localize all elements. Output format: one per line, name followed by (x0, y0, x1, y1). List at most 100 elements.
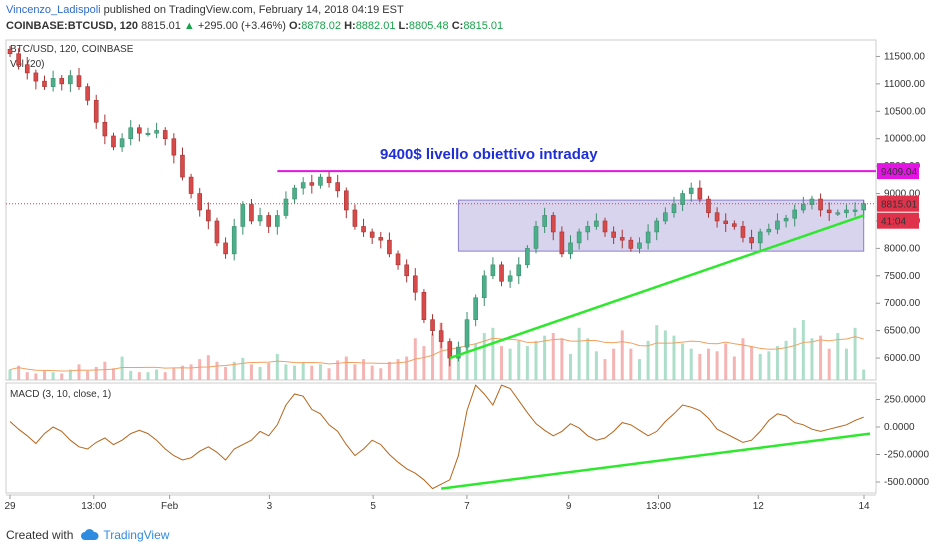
close-value: 8815.01 (463, 20, 504, 32)
volume-bar (318, 364, 322, 380)
candle (369, 228, 375, 244)
close-label: C: (451, 20, 464, 32)
candle (387, 232, 392, 258)
candle (852, 202, 858, 217)
candle-body (697, 187, 703, 200)
candle-body (369, 231, 375, 238)
candle (749, 229, 754, 250)
candle (826, 202, 832, 221)
candle (611, 226, 616, 244)
author-link[interactable]: Vincenzo_Ladispoli (6, 4, 101, 16)
candle-body (619, 237, 625, 241)
candle-body (835, 212, 841, 215)
price-tick-label: 6000.00 (884, 353, 921, 364)
candle (490, 257, 496, 280)
consolidation-range-box (457, 199, 865, 252)
candle (412, 268, 418, 301)
candle (223, 237, 228, 259)
tradingview-brand: TradingView (103, 528, 170, 542)
candle-body (775, 220, 780, 230)
candle (214, 217, 220, 247)
candle-body (438, 330, 444, 342)
volume-bar (569, 353, 573, 380)
candle-body (223, 242, 228, 255)
symbol-label: COINBASE:BTCUSD, 120 (6, 20, 139, 32)
candle-body (671, 204, 677, 214)
candle (594, 213, 599, 230)
candle (249, 199, 254, 225)
change-up-icon: ▲ (183, 20, 195, 32)
x-tick-label: 12 (753, 501, 765, 512)
price-tick-label: 11500.00 (884, 51, 925, 62)
candle (76, 67, 82, 90)
candle-body (680, 193, 685, 205)
candle (240, 201, 246, 235)
volume-bar (155, 369, 159, 380)
volume-ma-line (9, 336, 864, 372)
macd-line (9, 384, 864, 490)
last-price-tag-bg (877, 195, 919, 212)
macd-tick-label: 250.0000 (884, 395, 926, 406)
candle-body (16, 53, 21, 65)
volume-bar (396, 359, 400, 380)
last-price: 8815.01 (141, 20, 181, 32)
volume-bar (241, 357, 245, 380)
candle (50, 70, 56, 92)
volume-bar (844, 348, 848, 380)
candle-body (844, 209, 849, 214)
candle-body (447, 341, 453, 359)
volume-bar (482, 333, 486, 380)
candle (59, 75, 65, 91)
candle-body (550, 215, 556, 233)
volume-bar (86, 370, 90, 380)
volume-bar (465, 346, 469, 380)
candle-body (162, 130, 168, 140)
last-price-tag: 8815.01 (881, 200, 918, 211)
volume-bar (689, 348, 693, 380)
volume-bar (275, 353, 279, 380)
candle (421, 288, 427, 323)
candle-body (42, 80, 47, 87)
volume-bar (258, 366, 262, 380)
candle (688, 182, 694, 202)
volume-bar (422, 346, 426, 380)
volume-bar (646, 340, 650, 380)
volume-bar (8, 369, 12, 380)
trading-chart[interactable]: 6000.006500.007000.007500.008000.008500.… (0, 38, 932, 520)
candle-body (490, 264, 496, 277)
candle-body (757, 231, 763, 244)
volume-bar (42, 370, 46, 380)
candle (680, 190, 685, 212)
high-label: H: (344, 20, 356, 32)
candle (619, 229, 625, 249)
tradingview-logo[interactable]: TradingView (81, 528, 169, 542)
candle-body (85, 86, 90, 101)
candle (792, 204, 798, 227)
candle-body (542, 215, 547, 227)
candle-body (602, 220, 608, 233)
chart-header: Vincenzo_Ladispoli published on TradingV… (6, 2, 503, 34)
candle (378, 231, 384, 249)
volume-bar (655, 325, 659, 380)
candle-body (706, 198, 711, 214)
candle-body (568, 242, 573, 255)
volume-bar (474, 343, 478, 380)
candle (292, 184, 297, 204)
candle-body (128, 127, 134, 140)
candle-body (145, 132, 151, 136)
candle (145, 127, 151, 137)
candle-body (688, 187, 694, 194)
candle-body (663, 212, 668, 222)
volume-bar (68, 369, 72, 380)
x-tick-label: Feb (161, 501, 179, 512)
volume-bar (51, 372, 55, 380)
volume-bar (172, 368, 176, 380)
volume-bar (310, 365, 314, 380)
price-tick-label: 7000.00 (884, 298, 921, 309)
volume-bar (750, 346, 754, 380)
candle (257, 207, 263, 226)
volume-bar (215, 361, 219, 380)
candle (309, 174, 315, 194)
volume-bar (836, 333, 840, 380)
price-tick-label: 9000.00 (884, 189, 921, 200)
